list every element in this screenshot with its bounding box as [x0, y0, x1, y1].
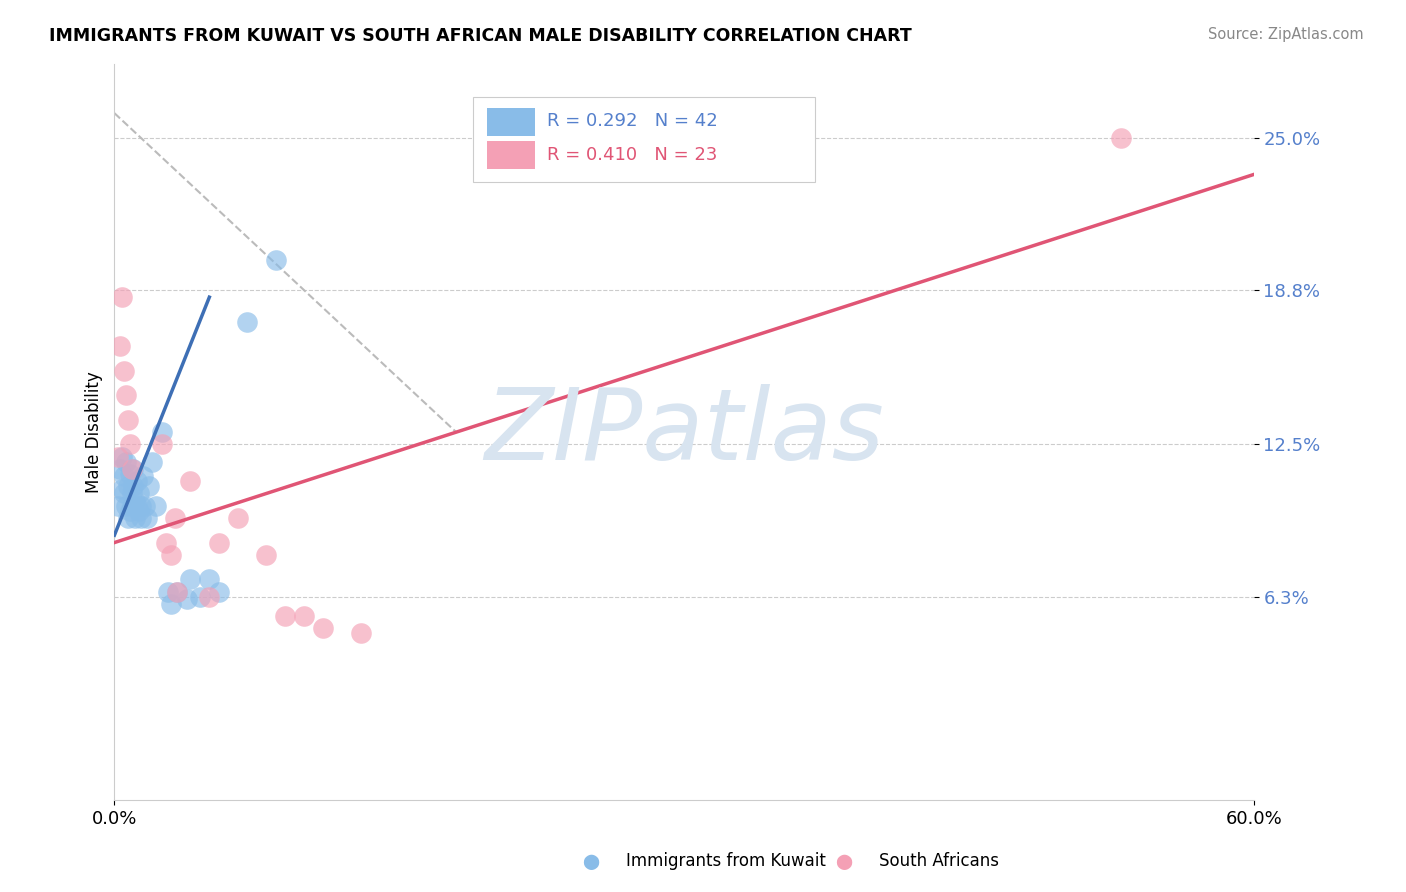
Point — [124, 511, 146, 525]
Point — [107, 450, 129, 464]
Point — [150, 437, 173, 451]
Text: R = 0.410   N = 23: R = 0.410 N = 23 — [547, 145, 717, 163]
Point — [150, 425, 173, 439]
Point — [118, 437, 141, 451]
Text: South Africans: South Africans — [879, 852, 998, 870]
Point — [179, 573, 201, 587]
Point — [166, 584, 188, 599]
Point — [118, 503, 141, 517]
Text: Immigrants from Kuwait: Immigrants from Kuwait — [626, 852, 825, 870]
Point — [128, 486, 150, 500]
FancyBboxPatch shape — [486, 141, 534, 169]
Point — [122, 499, 145, 513]
Point — [111, 290, 134, 304]
Point — [114, 388, 136, 402]
Point — [160, 597, 183, 611]
Point — [121, 499, 143, 513]
Point — [117, 479, 139, 493]
Text: R = 0.292   N = 42: R = 0.292 N = 42 — [547, 112, 718, 130]
Point — [114, 454, 136, 468]
Point — [188, 590, 211, 604]
Point — [141, 454, 163, 468]
Point — [112, 469, 135, 483]
Point — [1109, 130, 1132, 145]
Point — [138, 479, 160, 493]
Point — [121, 486, 143, 500]
Text: ⬤: ⬤ — [582, 855, 599, 870]
Point — [155, 535, 177, 549]
Point — [292, 609, 315, 624]
Point — [117, 413, 139, 427]
Point — [134, 499, 156, 513]
FancyBboxPatch shape — [486, 108, 534, 136]
Point — [236, 315, 259, 329]
Point — [350, 626, 373, 640]
Text: ⬤: ⬤ — [835, 855, 852, 870]
Point — [274, 609, 297, 624]
Point — [312, 622, 335, 636]
Point — [127, 499, 149, 513]
Point — [128, 503, 150, 517]
Point — [135, 511, 157, 525]
Text: ZIPatlas: ZIPatlas — [484, 384, 884, 481]
Point — [129, 499, 152, 513]
Point — [254, 548, 277, 562]
Point — [145, 499, 167, 513]
Point — [165, 511, 187, 525]
Point — [111, 450, 134, 464]
Point — [132, 469, 155, 483]
Point — [156, 584, 179, 599]
Y-axis label: Male Disability: Male Disability — [86, 371, 103, 493]
Point — [112, 486, 135, 500]
Point — [107, 499, 129, 513]
Point — [111, 482, 134, 496]
FancyBboxPatch shape — [474, 97, 815, 182]
Point — [160, 548, 183, 562]
Point — [198, 573, 221, 587]
Point — [112, 364, 135, 378]
Point — [208, 584, 231, 599]
Point — [264, 253, 287, 268]
Point — [129, 511, 152, 525]
Point — [108, 462, 131, 476]
Point — [118, 467, 141, 481]
Point — [226, 511, 249, 525]
Point — [166, 584, 188, 599]
Point — [114, 499, 136, 513]
Text: IMMIGRANTS FROM KUWAIT VS SOUTH AFRICAN MALE DISABILITY CORRELATION CHART: IMMIGRANTS FROM KUWAIT VS SOUTH AFRICAN … — [49, 27, 912, 45]
Point — [121, 462, 143, 476]
Point — [108, 339, 131, 353]
Point — [179, 474, 201, 488]
Point — [127, 474, 149, 488]
Point — [117, 511, 139, 525]
Point — [176, 592, 198, 607]
Point — [122, 479, 145, 493]
Text: Source: ZipAtlas.com: Source: ZipAtlas.com — [1208, 27, 1364, 42]
Point — [198, 590, 221, 604]
Point — [208, 535, 231, 549]
Point — [122, 462, 145, 476]
Point — [124, 493, 146, 508]
